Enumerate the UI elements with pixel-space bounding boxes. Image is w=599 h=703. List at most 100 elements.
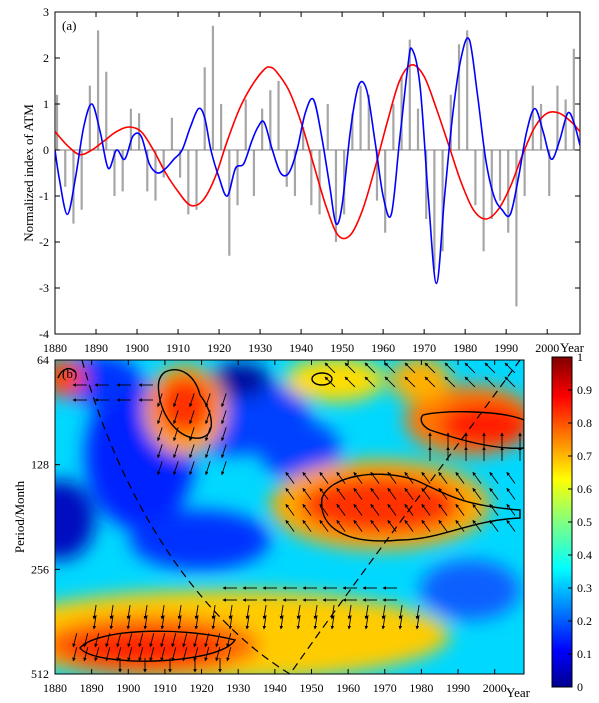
y-tick-label: 2 bbox=[43, 51, 49, 65]
phase-arrow bbox=[126, 615, 131, 630]
phase-arrow bbox=[489, 519, 499, 532]
phase-arrow bbox=[455, 503, 465, 516]
x-tick-label: 2000 bbox=[535, 341, 559, 355]
phase-arrow bbox=[455, 519, 465, 532]
phase-arrow bbox=[444, 376, 456, 388]
colorbar-tick-label: 0.6 bbox=[577, 482, 592, 496]
phase-arrow bbox=[285, 503, 295, 516]
phase-arrow bbox=[472, 471, 482, 484]
phase-arrow bbox=[149, 647, 155, 662]
x-tick-label: 1880 bbox=[43, 341, 67, 355]
phase-arrow bbox=[171, 633, 177, 648]
x-tick-label: 1950 bbox=[330, 341, 354, 355]
phase-arrow bbox=[205, 410, 211, 425]
colorbar-tick-label: 1 bbox=[577, 350, 583, 364]
phase-arrow bbox=[160, 633, 166, 648]
phase-arrow bbox=[313, 615, 318, 630]
phase-arrow bbox=[472, 519, 482, 532]
x-tick-label: 1960 bbox=[371, 341, 395, 355]
phase-arrow bbox=[319, 471, 329, 484]
phase-arrow bbox=[189, 410, 195, 425]
phase-arrow bbox=[160, 647, 166, 662]
phase-arrow bbox=[504, 376, 516, 388]
phase-arrow bbox=[143, 615, 148, 630]
phase-arrow bbox=[204, 633, 210, 648]
phase-arrow bbox=[387, 487, 397, 500]
phase-arrow bbox=[336, 471, 346, 484]
phase-arrow bbox=[215, 647, 221, 662]
phase-arrow bbox=[157, 410, 163, 425]
phase-arrow bbox=[138, 647, 144, 662]
phase-arrow bbox=[424, 362, 436, 374]
phase-arrow bbox=[215, 633, 221, 648]
phase-arrow bbox=[489, 471, 499, 484]
phase-arrow bbox=[438, 503, 448, 516]
phase-arrow bbox=[506, 471, 516, 484]
phase-arrow bbox=[404, 487, 414, 500]
phase-arrow bbox=[173, 444, 179, 459]
phase-arrow bbox=[149, 633, 155, 648]
phase-arrow bbox=[205, 444, 211, 459]
phase-arrow bbox=[438, 471, 448, 484]
panel-b-axes: 1880 1890 1900 1910 1920 1930 1940 1950 1960 1970… bbox=[31, 353, 507, 695]
phase-arrow bbox=[384, 376, 396, 388]
phase-arrow bbox=[160, 605, 165, 620]
phase-arrow bbox=[313, 605, 318, 620]
phase-arrow bbox=[109, 605, 114, 620]
y-tick-label: 3 bbox=[43, 5, 49, 19]
phase-arrow bbox=[157, 427, 163, 442]
phase-arrow bbox=[421, 487, 431, 500]
phase-arrow bbox=[364, 376, 376, 388]
phase-arrow bbox=[421, 471, 431, 484]
phase-arrow bbox=[472, 487, 482, 500]
phase-arrow bbox=[285, 487, 295, 500]
phase-arrow bbox=[438, 519, 448, 532]
phase-arrow bbox=[92, 615, 97, 630]
wavelet-coherence-field bbox=[55, 360, 524, 674]
y-tick-label: 512 bbox=[31, 667, 49, 681]
phase-arrow bbox=[226, 647, 232, 662]
phase-arrow bbox=[94, 633, 100, 648]
phase-arrow bbox=[336, 519, 346, 532]
phase-arrow bbox=[472, 503, 482, 516]
phase-arrow bbox=[189, 427, 195, 442]
panel-b-label: (b) bbox=[62, 366, 77, 381]
phase-arrow bbox=[205, 427, 211, 442]
phase-arrow bbox=[182, 633, 188, 648]
x-tick-label: 1900 bbox=[125, 341, 149, 355]
phase-arrow bbox=[205, 393, 211, 408]
phase-arrow bbox=[194, 605, 199, 620]
phase-arrow bbox=[157, 393, 163, 408]
x-tick-label: 1890 bbox=[84, 341, 108, 355]
panel-a-xlabel: Year bbox=[560, 340, 585, 355]
phase-arrow bbox=[109, 615, 114, 630]
phase-arrow bbox=[353, 487, 363, 500]
phase-arrow bbox=[421, 503, 431, 516]
phase-arrow bbox=[105, 633, 111, 648]
phase-arrow bbox=[364, 362, 376, 374]
phase-arrow bbox=[384, 362, 396, 374]
y-tick-label: 1 bbox=[43, 97, 49, 111]
phase-arrow bbox=[506, 487, 516, 500]
phase-arrow bbox=[105, 647, 111, 662]
phase-arrow bbox=[484, 362, 496, 374]
phase-arrow bbox=[285, 519, 295, 532]
colorbar-tick-label: 0.9 bbox=[577, 383, 592, 397]
phase-arrow bbox=[364, 605, 369, 620]
phase-arrow bbox=[221, 427, 227, 442]
x-tick-label: 1910 bbox=[153, 681, 177, 695]
phase-arrow bbox=[370, 503, 380, 516]
x-tick-label: 1950 bbox=[299, 681, 323, 695]
x-tick-label: 1900 bbox=[116, 681, 140, 695]
x-tick-label: 2000 bbox=[483, 681, 507, 695]
phase-arrow bbox=[302, 471, 312, 484]
y-tick-label: 64 bbox=[37, 353, 49, 367]
phase-arrow bbox=[127, 647, 133, 662]
phase-arrow bbox=[127, 633, 133, 648]
phase-arrow bbox=[347, 615, 352, 630]
phase-arrow bbox=[245, 605, 250, 620]
x-tick-label: 1990 bbox=[494, 341, 518, 355]
phase-arrow bbox=[455, 471, 465, 484]
phase-arrow bbox=[72, 633, 78, 648]
